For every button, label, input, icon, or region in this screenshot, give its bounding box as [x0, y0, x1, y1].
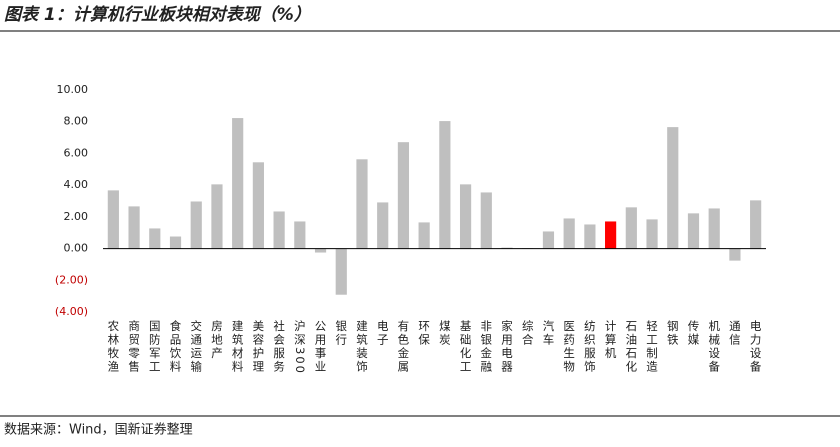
- y-tick-label: 6.00: [64, 146, 89, 159]
- bar: [750, 200, 762, 249]
- bar: [252, 162, 264, 249]
- x-tick-label: 房地产: [210, 320, 224, 361]
- bar: [729, 248, 741, 261]
- x-tick-label: 机械设备: [707, 319, 721, 374]
- x-tick-label: 钢铁: [666, 320, 680, 347]
- bar: [107, 190, 119, 249]
- x-tick-label: 建筑材料: [231, 319, 245, 374]
- x-tick-label: 计算机: [604, 320, 618, 361]
- bar: [335, 248, 347, 295]
- source-note: 数据来源：Wind，国新证券整理: [4, 422, 193, 438]
- y-tick-label: (4.00): [55, 305, 88, 318]
- bar: [294, 221, 306, 249]
- bar: [480, 192, 492, 249]
- bar: [542, 231, 555, 249]
- x-tick-label: 食品饮料: [169, 319, 183, 374]
- bar: [377, 202, 389, 249]
- x-tick-label: 非银金融: [479, 320, 493, 374]
- x-tick-label: 农林牧渔: [106, 319, 120, 374]
- x-tick-label: 电力设备: [749, 320, 763, 374]
- bar: [459, 184, 472, 249]
- chart-title: 图表 1：计算机行业板块相对表现（%）: [4, 5, 311, 25]
- x-tick-label: 传媒: [686, 319, 700, 347]
- bar: [418, 222, 430, 249]
- x-tick-label: 公用事业: [314, 320, 328, 374]
- bar: [356, 159, 368, 249]
- x-tick-label: 石油石化: [624, 320, 638, 374]
- bar: [439, 121, 451, 249]
- x-tick-label: 综合: [521, 319, 535, 347]
- bar: [646, 219, 658, 249]
- x-tick-label: 医药生物: [562, 320, 576, 374]
- x-tick-label: 通信: [728, 320, 742, 347]
- x-tick-label: 银行: [334, 319, 348, 347]
- x-tick-label: 环保: [417, 320, 431, 347]
- bar: [397, 142, 410, 249]
- bar: [128, 206, 140, 249]
- x-tick-label: 美容护理: [251, 319, 265, 374]
- bar: [563, 218, 575, 249]
- y-tick-label: 8.00: [64, 115, 89, 128]
- x-tick-label: 建筑装饰: [355, 319, 369, 374]
- bar: [314, 248, 327, 253]
- bar: [169, 236, 182, 249]
- x-tick-label: 社会服务: [272, 319, 286, 374]
- bar: [584, 224, 596, 249]
- x-tick-label: 轻工制造: [645, 319, 659, 374]
- y-tick-label: (2.00): [55, 273, 88, 286]
- bar: [667, 127, 679, 249]
- y-tick-label: 4.00: [64, 178, 89, 191]
- bar: [232, 118, 244, 249]
- x-tick-label: 家用电器: [500, 319, 514, 374]
- x-tick-label: 交通运输: [189, 319, 203, 374]
- bar: [605, 221, 617, 249]
- x-tick-label: 商贸零售: [127, 319, 141, 374]
- x-tick-label: 电子: [376, 320, 390, 347]
- y-tick-label: 0.00: [64, 242, 89, 255]
- y-tick-label: 2.00: [64, 210, 89, 223]
- y-tick-label: 10.00: [57, 83, 89, 96]
- x-tick-label: 国防军工: [148, 320, 162, 374]
- x-tick-label: 沪深300: [293, 319, 307, 375]
- bar: [687, 213, 700, 249]
- x-tick-label: 基础化工: [459, 320, 473, 374]
- x-tick-label: 煤炭: [438, 320, 452, 347]
- bar: [149, 228, 161, 249]
- bar: [211, 184, 223, 249]
- bar: [190, 201, 202, 249]
- bar: [708, 208, 720, 249]
- x-tick-label: 纺织服饰: [583, 319, 597, 374]
- x-tick-label: 汽车: [541, 319, 555, 347]
- bar: [273, 211, 285, 249]
- x-tick-label: 有色金属: [396, 319, 410, 374]
- bar: [625, 207, 637, 249]
